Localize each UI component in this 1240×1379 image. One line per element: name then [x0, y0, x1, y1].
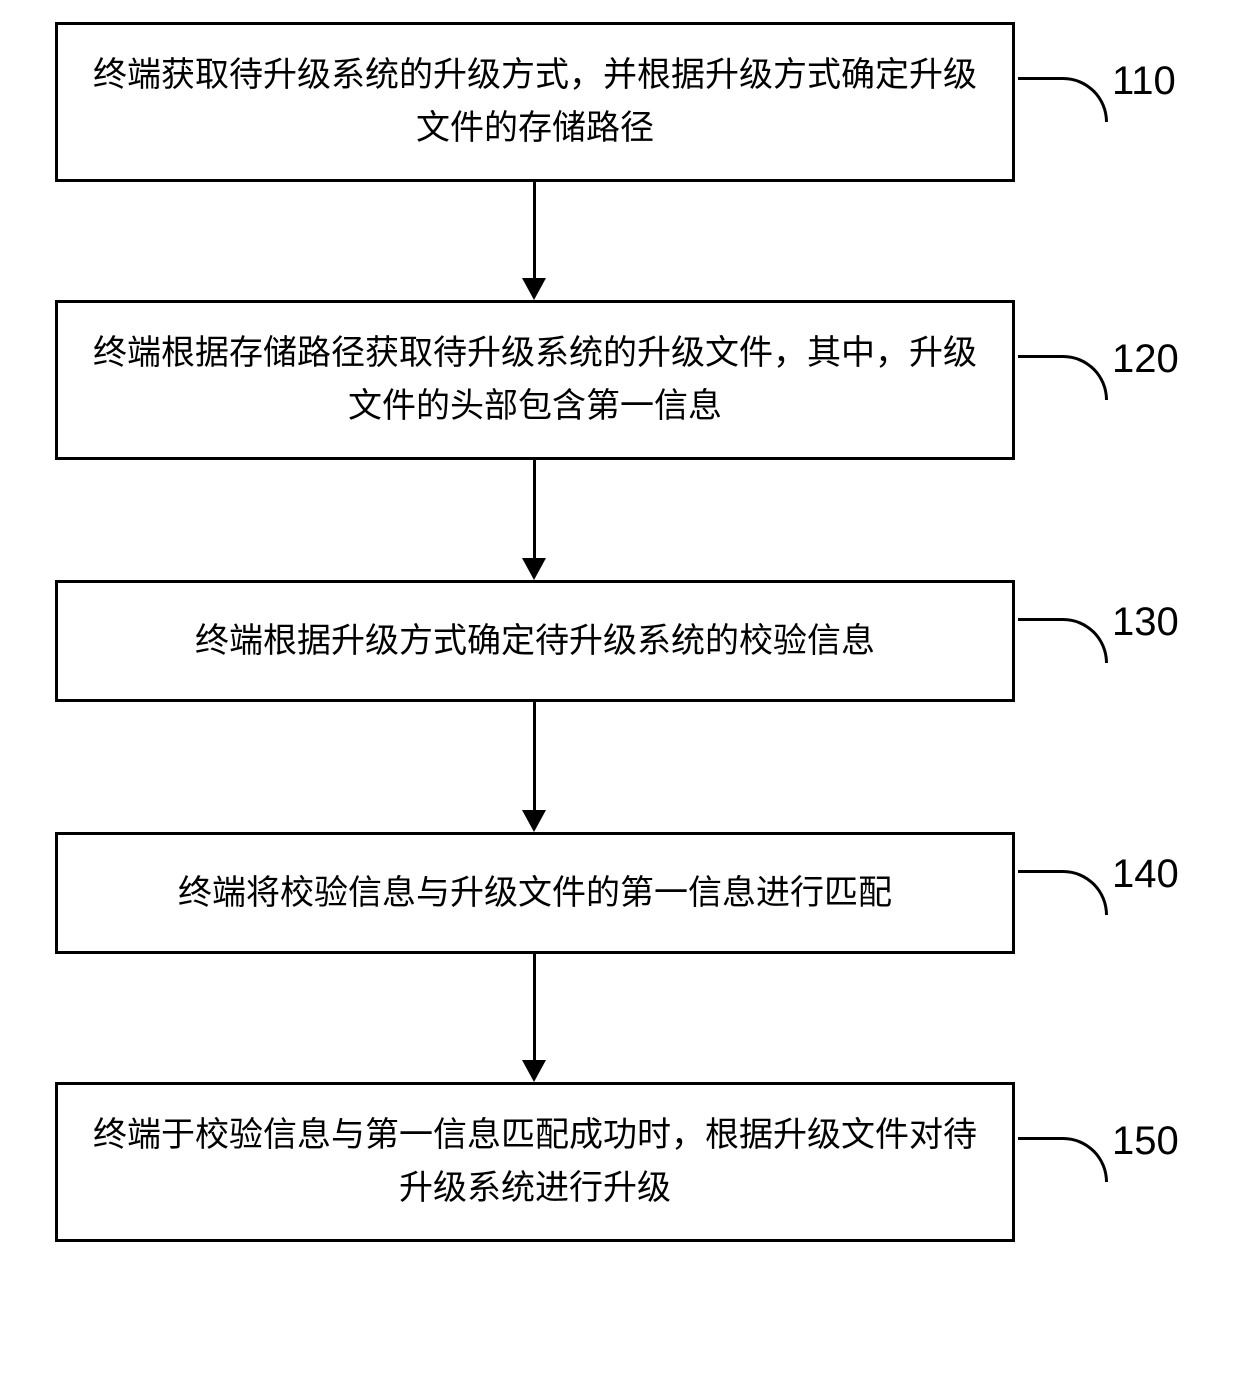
label-bracket — [1018, 870, 1108, 915]
node-label: 140 — [1112, 843, 1179, 905]
node-label: 130 — [1112, 591, 1179, 653]
arrow-head-icon — [522, 558, 546, 580]
label-bracket — [1018, 355, 1108, 400]
flow-node-150: 终端于校验信息与第一信息匹配成功时，根据升级文件对待升级系统进行升级 150 — [55, 1082, 1015, 1242]
flow-node-110: 终端获取待升级系统的升级方式，并根据升级方式确定升级文件的存储路径 110 — [55, 22, 1015, 182]
arrow-head-icon — [522, 1060, 546, 1082]
node-text: 终端根据升级方式确定待升级系统的校验信息 — [195, 615, 875, 668]
node-text: 终端获取待升级系统的升级方式，并根据升级方式确定升级文件的存储路径 — [88, 49, 982, 154]
flow-arrow — [533, 954, 536, 1062]
flow-arrow — [533, 182, 536, 280]
flow-node-120: 终端根据存储路径获取待升级系统的升级文件，其中，升级文件的头部包含第一信息 12… — [55, 300, 1015, 460]
node-label: 150 — [1112, 1110, 1179, 1172]
label-bracket — [1018, 1137, 1108, 1182]
arrow-head-icon — [522, 810, 546, 832]
node-text: 终端根据存储路径获取待升级系统的升级文件，其中，升级文件的头部包含第一信息 — [88, 327, 982, 432]
node-text: 终端于校验信息与第一信息匹配成功时，根据升级文件对待升级系统进行升级 — [88, 1109, 982, 1214]
flow-arrow — [533, 702, 536, 812]
label-bracket — [1018, 618, 1108, 663]
node-text: 终端将校验信息与升级文件的第一信息进行匹配 — [178, 867, 892, 920]
label-bracket — [1018, 77, 1108, 122]
node-label: 110 — [1112, 50, 1176, 112]
flow-arrow — [533, 460, 536, 560]
flow-node-140: 终端将校验信息与升级文件的第一信息进行匹配 140 — [55, 832, 1015, 954]
arrow-head-icon — [522, 278, 546, 300]
node-label: 120 — [1112, 328, 1179, 390]
flow-node-130: 终端根据升级方式确定待升级系统的校验信息 130 — [55, 580, 1015, 702]
flowchart-container: 终端获取待升级系统的升级方式，并根据升级方式确定升级文件的存储路径 110 终端… — [0, 0, 1240, 1379]
